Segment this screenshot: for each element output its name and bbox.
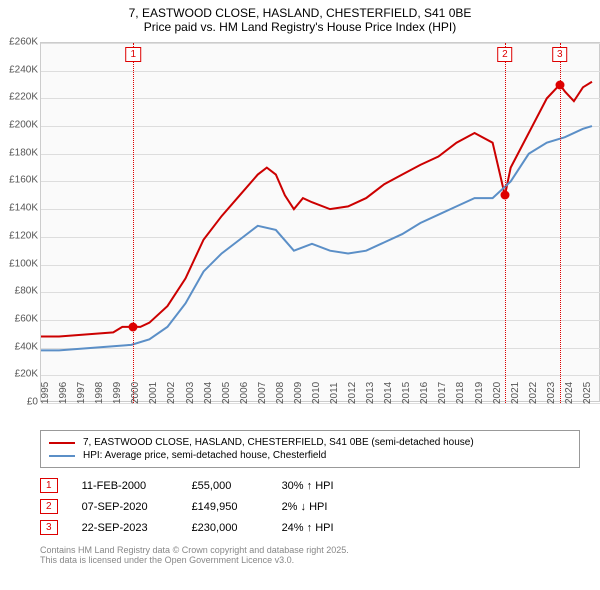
y-axis-label: £0 bbox=[27, 397, 38, 408]
footer: Contains HM Land Registry data © Crown c… bbox=[40, 545, 580, 565]
x-axis-label: 2021 bbox=[510, 382, 521, 404]
x-axis-label: 2022 bbox=[528, 382, 539, 404]
marker-line bbox=[560, 43, 561, 403]
footer-line-2: This data is licensed under the Open Gov… bbox=[40, 555, 580, 565]
event-row: 3 22-SEP-2023£230,00024% ↑ HPI bbox=[40, 520, 580, 535]
x-axis-label: 2012 bbox=[347, 382, 358, 404]
y-axis-label: £180K bbox=[9, 147, 38, 158]
event-price: £55,000 bbox=[192, 480, 282, 492]
x-axis-label: 2002 bbox=[166, 382, 177, 404]
event-row: 1 11-FEB-2000£55,00030% ↑ HPI bbox=[40, 478, 580, 493]
events-table: 1 11-FEB-2000£55,00030% ↑ HPI 2 07-SEP-2020… bbox=[40, 478, 580, 535]
y-axis-label: £120K bbox=[9, 230, 38, 241]
series-line bbox=[41, 126, 592, 350]
y-axis-label: £240K bbox=[9, 64, 38, 75]
y-axis-label: £40K bbox=[15, 341, 38, 352]
chart: 123 £0£20K£40K£60K£80K£100K£120K£140K£16… bbox=[40, 42, 600, 422]
x-axis-label: 2011 bbox=[329, 382, 340, 404]
x-axis-label: 2015 bbox=[401, 382, 412, 404]
event-row: 2 07-SEP-2020£149,9502% ↓ HPI bbox=[40, 499, 580, 514]
y-axis-label: £60K bbox=[15, 313, 38, 324]
x-axis-label: 2025 bbox=[582, 382, 593, 404]
y-axis-label: £20K bbox=[15, 369, 38, 380]
marker-number-box: 3 bbox=[552, 47, 568, 62]
x-axis-label: 2010 bbox=[311, 382, 322, 404]
x-axis-label: 2001 bbox=[148, 382, 159, 404]
legend: 7, EASTWOOD CLOSE, HASLAND, CHESTERFIELD… bbox=[40, 430, 580, 468]
event-number-box: 1 bbox=[40, 478, 58, 493]
marker-dot bbox=[129, 322, 138, 331]
x-axis-label: 2006 bbox=[239, 382, 250, 404]
y-axis-label: £140K bbox=[9, 203, 38, 214]
event-price: £230,000 bbox=[192, 522, 282, 534]
x-axis-label: 2020 bbox=[492, 382, 503, 404]
marker-number-box: 2 bbox=[497, 47, 513, 62]
x-axis-label: 2005 bbox=[221, 382, 232, 404]
legend-label-2: HPI: Average price, semi-detached house,… bbox=[83, 450, 326, 461]
line-layer bbox=[41, 43, 600, 403]
marker-line bbox=[505, 43, 506, 403]
x-axis-label: 2007 bbox=[257, 382, 268, 404]
legend-swatch-1 bbox=[49, 442, 75, 444]
event-price: £149,950 bbox=[192, 501, 282, 513]
legend-row-1: 7, EASTWOOD CLOSE, HASLAND, CHESTERFIELD… bbox=[49, 437, 571, 448]
x-axis-label: 2003 bbox=[185, 382, 196, 404]
legend-label-1: 7, EASTWOOD CLOSE, HASLAND, CHESTERFIELD… bbox=[83, 437, 474, 448]
x-axis-label: 2014 bbox=[383, 382, 394, 404]
x-axis-label: 1996 bbox=[58, 382, 69, 404]
x-axis-label: 2023 bbox=[546, 382, 557, 404]
y-axis-label: £200K bbox=[9, 120, 38, 131]
event-delta: 24% ↑ HPI bbox=[282, 522, 334, 534]
marker-number-box: 1 bbox=[126, 47, 142, 62]
x-axis-label: 2017 bbox=[437, 382, 448, 404]
x-axis-label: 2009 bbox=[293, 382, 304, 404]
y-axis-label: £260K bbox=[9, 37, 38, 48]
event-number-box: 3 bbox=[40, 520, 58, 535]
x-axis-label: 2013 bbox=[365, 382, 376, 404]
x-axis-label: 2008 bbox=[275, 382, 286, 404]
x-axis-label: 2004 bbox=[203, 382, 214, 404]
x-axis-label: 2019 bbox=[474, 382, 485, 404]
series-line bbox=[41, 82, 592, 337]
x-axis-label: 2016 bbox=[419, 382, 430, 404]
x-axis-label: 2000 bbox=[130, 382, 141, 404]
x-axis-label: 1999 bbox=[112, 382, 123, 404]
event-delta: 30% ↑ HPI bbox=[282, 480, 334, 492]
x-axis-label: 1998 bbox=[94, 382, 105, 404]
event-date: 07-SEP-2020 bbox=[82, 501, 192, 513]
y-axis-label: £80K bbox=[15, 286, 38, 297]
x-axis-label: 2024 bbox=[564, 382, 575, 404]
legend-swatch-2 bbox=[49, 455, 75, 457]
x-axis-label: 1995 bbox=[40, 382, 51, 404]
event-date: 11-FEB-2000 bbox=[82, 480, 192, 492]
x-axis-label: 2018 bbox=[455, 382, 466, 404]
legend-row-2: HPI: Average price, semi-detached house,… bbox=[49, 450, 571, 461]
y-axis-label: £100K bbox=[9, 258, 38, 269]
event-delta: 2% ↓ HPI bbox=[282, 501, 328, 513]
footer-line-1: Contains HM Land Registry data © Crown c… bbox=[40, 545, 580, 555]
marker-dot bbox=[555, 80, 564, 89]
y-axis-label: £160K bbox=[9, 175, 38, 186]
plot-area: 1 2 3 bbox=[40, 42, 600, 402]
x-axis-label: 1997 bbox=[76, 382, 87, 404]
event-number-box: 2 bbox=[40, 499, 58, 514]
y-axis-label: £220K bbox=[9, 92, 38, 103]
marker-line bbox=[133, 43, 134, 403]
title-line-2: Price paid vs. HM Land Registry's House … bbox=[0, 20, 600, 38]
event-date: 22-SEP-2023 bbox=[82, 522, 192, 534]
marker-dot bbox=[500, 191, 509, 200]
title-line-1: 7, EASTWOOD CLOSE, HASLAND, CHESTERFIELD… bbox=[0, 0, 600, 20]
